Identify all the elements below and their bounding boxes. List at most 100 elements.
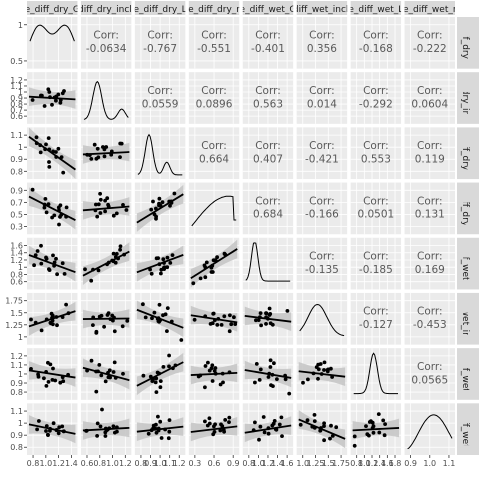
scatter-point [62, 272, 67, 276]
regression-line [244, 369, 292, 379]
scatter-point [115, 429, 119, 434]
panel-3-1 [27, 127, 78, 180]
scatter-point [95, 434, 99, 438]
scatter-point [46, 87, 51, 92]
scatter-point [161, 257, 166, 262]
scatter-point [58, 203, 63, 208]
scatter-point [257, 378, 262, 382]
scatter-point [258, 311, 263, 315]
panel-background [80, 17, 132, 69]
scatter-point [219, 323, 224, 327]
panel-5-1 [27, 237, 78, 290]
scatter-point [254, 362, 259, 366]
strip-top-label: diff_dry_incli [78, 5, 134, 15]
scatter-point [222, 314, 227, 319]
scatter-point [316, 376, 320, 381]
scatter-point [322, 421, 326, 426]
scatter-point [215, 255, 220, 260]
scatter-point [47, 165, 52, 169]
panel-7-5 [242, 348, 294, 400]
scatter-point [118, 247, 122, 252]
scatter-point [213, 422, 218, 427]
scatter-point [91, 323, 95, 327]
regression-line [190, 314, 238, 324]
density-curve [245, 242, 291, 282]
y-tick-label: 1.2 [10, 352, 23, 361]
regression-line [136, 361, 184, 387]
scatter-point [334, 425, 339, 430]
scatter-point [100, 407, 104, 412]
scatter-point [103, 209, 107, 214]
x-tick-label: 1.0 [252, 459, 265, 468]
scatter-point [210, 379, 215, 383]
scatter-point [118, 155, 122, 160]
scatter-point [328, 436, 332, 441]
x-tick-label: 0.8 [350, 459, 363, 468]
panel-4-7: Corr: 0.0501 [350, 182, 402, 235]
scatter-point [301, 380, 305, 385]
x-tick-label: 1.0 [296, 459, 309, 468]
strip-top-bg [296, 1, 348, 15]
scatter-point [257, 437, 261, 442]
scatter-point [210, 321, 215, 326]
scatter-point [365, 432, 370, 437]
y-tick-label: 1.75 [5, 297, 23, 306]
x-tick-label: 0.8 [242, 459, 255, 468]
scatter-point [272, 361, 276, 366]
scatter-point [253, 420, 257, 425]
x-tick-label: 1.5 [322, 459, 335, 468]
y-tick-label: 0.8 [10, 167, 23, 176]
panel-3-2 [80, 127, 132, 180]
panel-6-8: Corr:-0.453 [404, 292, 455, 345]
strip-top-label: e_diff_dry_L [133, 5, 186, 15]
y-tick-label: 1 [18, 88, 23, 97]
scatter-point [162, 265, 167, 270]
scatter-point [47, 160, 51, 164]
scatter-point [50, 313, 55, 318]
scatter-point [152, 310, 157, 315]
strip-right-label: e_diff_wet_G [460, 235, 470, 292]
scatter-point [266, 431, 271, 436]
scatter-point [42, 205, 47, 210]
x-tick-label: 0.9 [227, 459, 240, 468]
y-tick-label: 0.7 [10, 106, 23, 115]
strip-right-bg [457, 72, 479, 124]
strip-top-label: diff_wet_incli [293, 5, 351, 15]
scatter-point [47, 268, 52, 272]
scatter-point [60, 424, 65, 429]
scatter-point [157, 196, 162, 201]
scatter-point [102, 154, 107, 159]
scatter-point [146, 431, 151, 436]
scatter-point [227, 420, 231, 424]
scatter-point [192, 317, 197, 322]
scatter-point [266, 375, 271, 379]
scatter-point [111, 251, 116, 256]
y-tick-label: 1.25 [5, 321, 23, 330]
panel-6-5 [242, 292, 294, 345]
scatter-point [58, 100, 63, 105]
x-tick-label: 1.2 [262, 459, 275, 468]
scatter-point [383, 422, 387, 426]
scatter-point [111, 213, 116, 218]
scatter-point [97, 363, 102, 367]
y-tick-label: 0.9 [10, 431, 23, 440]
scatter-point [118, 244, 123, 249]
strip-right-label: diff_wet_incli [460, 290, 470, 348]
y-tick-label: 1.2 [10, 256, 23, 265]
scatter-point [268, 321, 273, 326]
scatter-point [206, 360, 210, 365]
scatter-point [57, 222, 61, 227]
corr-value: -0.551 [197, 43, 231, 55]
strip-top-label: e_diff_dry_r [188, 5, 240, 15]
scatter-point [268, 358, 273, 363]
panel-3-8: Corr: 0.119 [404, 127, 455, 180]
scatter-point [42, 376, 46, 381]
panel-2-2 [80, 72, 132, 124]
y-tick-label: 1.6 [10, 242, 23, 251]
panel-3-3 [134, 127, 186, 180]
scatter-point [159, 271, 163, 276]
scatter-point [322, 368, 326, 372]
panel-1-5: Corr:-0.401 [242, 17, 294, 69]
scatter-point [106, 375, 111, 380]
panel-5-7: Corr: -0.185 [350, 237, 402, 290]
